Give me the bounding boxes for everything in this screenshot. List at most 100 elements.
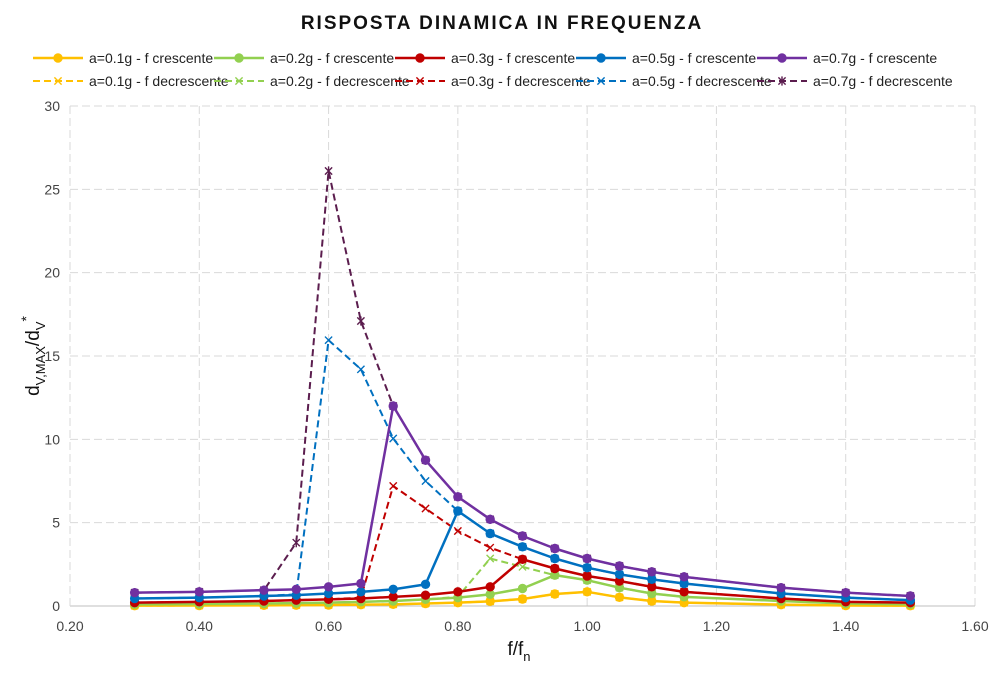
- data-point: [453, 506, 463, 516]
- data-point: [234, 76, 244, 86]
- y-axis-title-sub1: V,MAX: [33, 346, 48, 386]
- data-point: [389, 434, 398, 443]
- legend-item: a=0.1g - f decrescente: [33, 73, 229, 89]
- data-point: [679, 572, 689, 582]
- legend-item: a=0.3g - f crescente: [395, 50, 575, 66]
- legend-item: a=0.7g - f crescente: [757, 50, 937, 66]
- y-tick-label: 5: [52, 515, 60, 531]
- series-layer: [129, 166, 916, 611]
- data-point: [776, 582, 786, 593]
- data-point: [53, 76, 63, 86]
- data-point: [550, 589, 560, 599]
- data-point: [582, 562, 592, 573]
- data-point: [415, 76, 425, 86]
- data-point: [292, 538, 301, 548]
- legend-label: a=0.2g - f crescente: [270, 50, 394, 66]
- data-point: [614, 569, 625, 580]
- data-point: [517, 583, 528, 594]
- data-point: [777, 76, 787, 86]
- data-point: [324, 166, 333, 176]
- data-point: [291, 584, 301, 595]
- y-tick-label: 15: [44, 348, 60, 364]
- data-point: [420, 590, 431, 600]
- legend-label: a=0.5g - f crescente: [632, 50, 756, 66]
- data-point: [841, 587, 851, 598]
- data-point: [356, 316, 365, 326]
- data-point: [517, 542, 528, 552]
- data-point: [614, 561, 625, 571]
- data-point: [614, 592, 625, 603]
- data-point: [582, 587, 592, 597]
- x-axis-title-main: f/f: [507, 639, 524, 660]
- data-point: [905, 591, 916, 601]
- data-point: [453, 492, 463, 502]
- data-point: [421, 476, 430, 486]
- x-axis-title: f/fn: [507, 639, 530, 664]
- data-point: [323, 582, 334, 592]
- legend-label: a=0.1g - f crescente: [89, 50, 213, 66]
- data-point: [647, 567, 657, 577]
- data-point: [596, 76, 606, 86]
- data-point: [356, 578, 366, 589]
- data-point: [485, 582, 495, 592]
- y-axis-title-sup: *: [18, 316, 34, 322]
- data-point: [356, 365, 365, 374]
- data-point: [234, 53, 244, 63]
- data-point: [259, 585, 269, 595]
- data-point: [129, 587, 140, 598]
- data-point: [582, 553, 592, 564]
- legend-label: a=0.2g - f decrescente: [270, 73, 410, 89]
- y-axis-title-main: d: [23, 385, 44, 396]
- data-point: [517, 531, 528, 541]
- y-tick-label: 30: [44, 98, 60, 114]
- legend-label: a=0.3g - f decrescente: [451, 73, 591, 89]
- data-point: [596, 53, 606, 63]
- legend: a=0.1g - f crescente a=0.2g - f crescente…: [33, 50, 953, 89]
- y-tick-label: 0: [52, 598, 60, 614]
- data-point: [420, 579, 431, 590]
- data-point: [485, 514, 495, 525]
- legend-item: a=0.5g - f decrescente: [576, 73, 772, 89]
- legend-label: a=0.5g - f decrescente: [632, 73, 772, 89]
- legend-item: a=0.2g - f crescente: [214, 50, 394, 66]
- data-point: [550, 563, 560, 574]
- legend-item: a=0.5g - f crescente: [576, 50, 756, 66]
- axes: 0 5 10 15 20 25 30 0.20 0.40 0.60 0.80 1.00 1.20 1.40…: [44, 98, 988, 634]
- legend-label: a=0.1g - f decrescente: [89, 73, 229, 89]
- y-tick-label: 25: [44, 181, 60, 197]
- data-point: [453, 526, 462, 536]
- data-point: [485, 528, 495, 539]
- data-point: [486, 543, 495, 552]
- data-point: [388, 584, 398, 595]
- data-point: [53, 53, 63, 63]
- grid: [70, 105, 976, 606]
- x-axis-title-sub: n: [523, 649, 530, 664]
- x-tick-label: 1.20: [703, 618, 730, 634]
- x-tick-label: 0.60: [315, 618, 342, 634]
- x-tick-label: 0.40: [186, 618, 213, 634]
- chart-title: RISPOSTA DINAMICA IN FREQUENZA: [301, 13, 703, 34]
- legend-item: a=0.7g - f decrescente: [757, 73, 953, 89]
- x-tick-label: 1.40: [832, 618, 859, 634]
- data-point: [194, 587, 204, 597]
- data-point: [518, 562, 527, 571]
- y-tick-label: 20: [44, 265, 60, 281]
- data-point: [582, 571, 592, 581]
- x-tick-label: 1.00: [574, 618, 601, 634]
- data-point: [415, 53, 425, 63]
- data-point: [517, 554, 528, 565]
- data-point: [550, 553, 560, 564]
- data-point: [486, 554, 495, 563]
- y-tick-label: 10: [44, 431, 60, 447]
- data-point: [389, 481, 398, 491]
- series-4: [129, 401, 916, 601]
- legend-label: a=0.7g - f decrescente: [813, 73, 953, 89]
- data-point: [356, 587, 366, 597]
- data-point: [420, 455, 431, 465]
- data-point: [421, 504, 430, 513]
- data-point: [324, 336, 333, 345]
- data-point: [777, 53, 787, 63]
- data-point: [388, 401, 398, 411]
